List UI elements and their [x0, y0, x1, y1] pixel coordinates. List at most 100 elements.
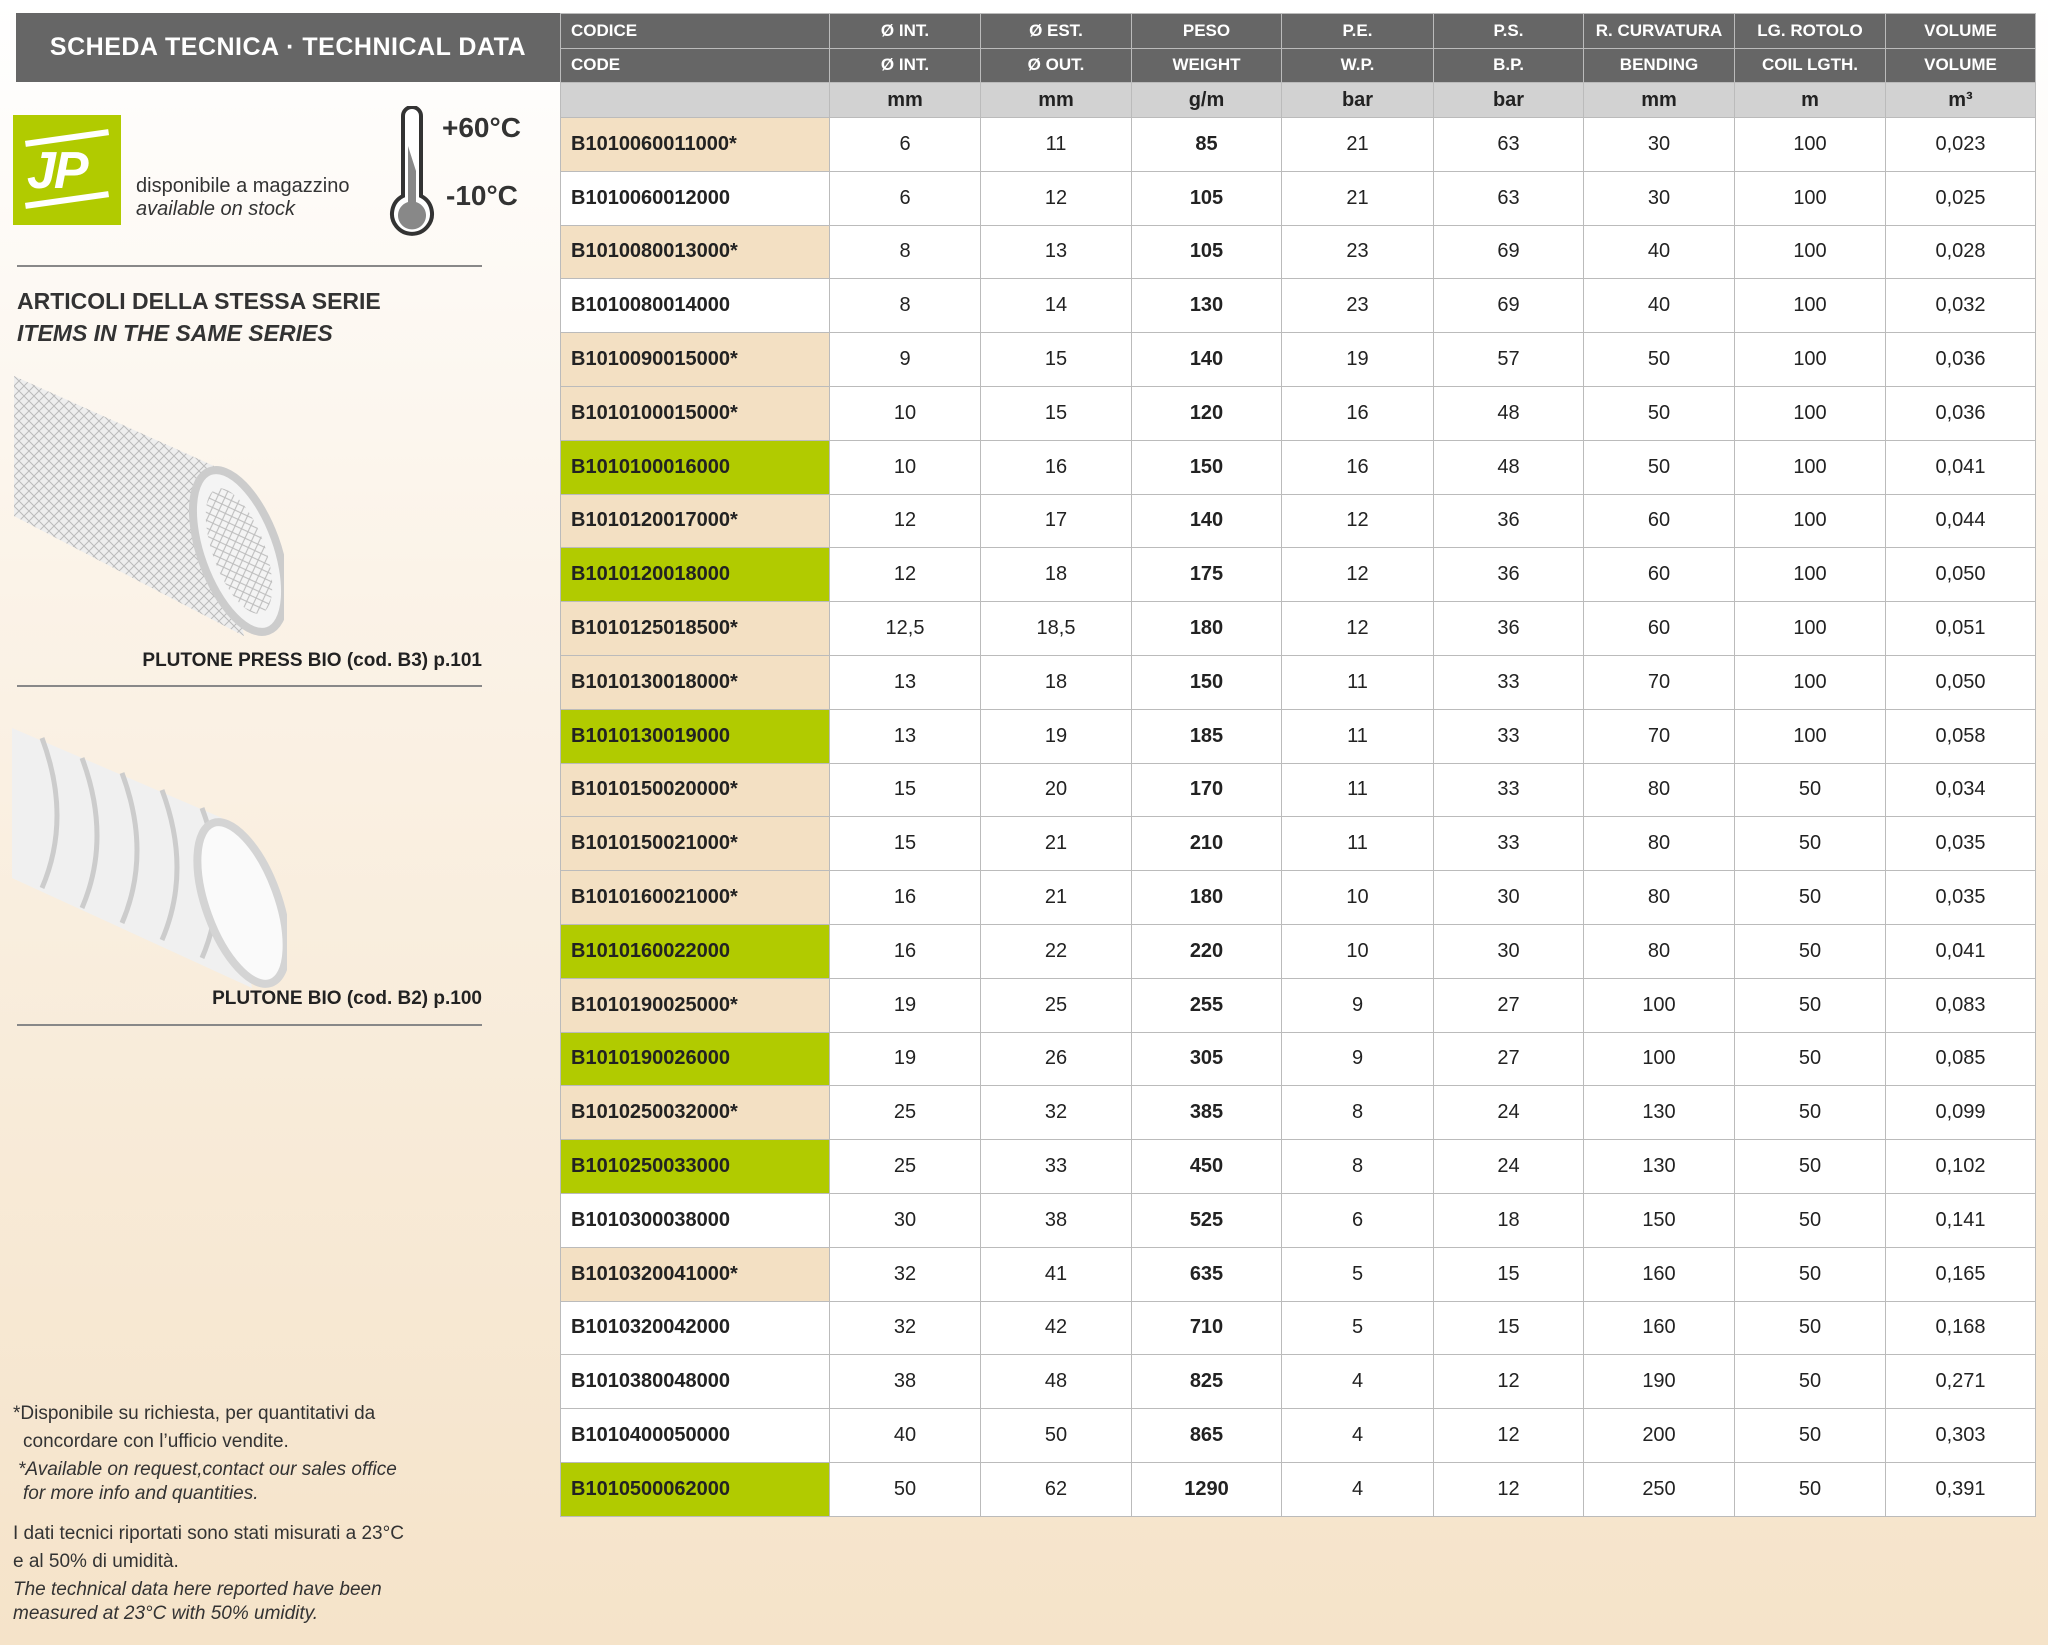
product-code[interactable]: B1010090015000*	[560, 332, 830, 387]
cell-weight: 385	[1131, 1085, 1282, 1141]
cell-w-p: 11	[1281, 708, 1434, 764]
header-en-2: Ø OUT.	[980, 47, 1132, 83]
cell-out: 22	[980, 923, 1132, 979]
cell-w-p: 4	[1281, 1461, 1434, 1517]
cell-out: 50	[980, 1408, 1132, 1463]
table-row: B1010090015000* 9 15 140 19 57 50 100 0,036	[560, 332, 2036, 387]
cell-weight: 305	[1131, 1031, 1282, 1087]
cell-out: 21	[980, 816, 1132, 872]
cell-int: 10	[829, 439, 981, 495]
cell-int: 8	[829, 224, 981, 280]
cell-bending: 100	[1583, 977, 1735, 1033]
cell-w-p: 9	[1281, 977, 1434, 1033]
product-code[interactable]: B1010125018500*	[560, 601, 830, 656]
cell-weight: 140	[1131, 493, 1282, 549]
product-code[interactable]: B1010060011000*	[560, 117, 830, 172]
unit-5: bar	[1433, 82, 1584, 118]
series-heading-it: ARTICOLI DELLA STESSA SERIE	[17, 288, 381, 314]
product-code[interactable]: B1010320042000	[560, 1300, 830, 1356]
product-code[interactable]: B1010100015000*	[560, 385, 830, 441]
cell-b-p: 36	[1433, 547, 1584, 603]
cell-weight: 185	[1131, 708, 1282, 764]
product-code[interactable]: B1010080014000	[560, 278, 830, 334]
cell-bending: 70	[1583, 708, 1735, 764]
product-code[interactable]: B1010500062000	[560, 1461, 830, 1517]
product-code[interactable]: B1010150020000*	[560, 762, 830, 818]
cell-coil-lgth: 100	[1734, 439, 1886, 495]
table-row: B1010380048000 38 48 825 4 12 190 50 0,271	[560, 1354, 2036, 1410]
cell-int: 6	[829, 117, 981, 172]
cell-coil-lgth: 50	[1734, 1354, 1886, 1410]
cell-int: 16	[829, 870, 981, 925]
cell-int: 30	[829, 1192, 981, 1248]
product-code[interactable]: B1010250032000*	[560, 1085, 830, 1141]
cell-int: 50	[829, 1461, 981, 1517]
product-code[interactable]: B1010190025000*	[560, 977, 830, 1033]
product-code[interactable]: B1010400050000	[560, 1408, 830, 1463]
cell-w-p: 6	[1281, 1192, 1434, 1248]
series-caption-2[interactable]: PLUTONE BIO (cod. B2) p.100	[212, 988, 482, 1009]
cell-b-p: 24	[1433, 1085, 1584, 1141]
cell-bending: 80	[1583, 870, 1735, 925]
cell-weight: 175	[1131, 547, 1282, 603]
product-code[interactable]: B1010320041000*	[560, 1246, 830, 1302]
product-code[interactable]: B1010130018000*	[560, 654, 830, 710]
product-code[interactable]: B1010300038000	[560, 1192, 830, 1248]
unit-4: bar	[1281, 82, 1434, 118]
cell-coil-lgth: 50	[1734, 1461, 1886, 1517]
table-row: B1010130019000 13 19 185 11 33 70 100 0,058	[560, 708, 2036, 764]
table-row: B1010150021000* 15 21 210 11 33 80 50 0,035	[560, 816, 2036, 872]
product-code[interactable]: B1010150021000*	[560, 816, 830, 872]
cell-volume: 0,391	[1885, 1461, 2036, 1517]
cell-bending: 80	[1583, 923, 1735, 979]
cell-w-p: 16	[1281, 439, 1434, 495]
product-code[interactable]: B1010160022000	[560, 923, 830, 979]
header-it-0: CODICE	[560, 13, 830, 49]
jp-stock-logo: JP	[13, 115, 121, 225]
product-code[interactable]: B1010080013000*	[560, 224, 830, 280]
cell-bending: 30	[1583, 117, 1735, 172]
header-row-it: CODICE Ø INT. Ø EST. PESO P.E. P.S. R. CURVATU…	[560, 13, 2036, 49]
table-row: B1010160022000 16 22 220 10 30 80 50 0,041	[560, 923, 2036, 979]
header-it-1: Ø INT.	[829, 13, 981, 49]
table-row: B1010320041000* 32 41 635 5 15 160 50 0,165	[560, 1246, 2036, 1302]
product-code[interactable]: B1010130019000	[560, 708, 830, 764]
unit-3: g/m	[1131, 82, 1282, 118]
product-code[interactable]: B1010100016000	[560, 439, 830, 495]
cell-out: 18	[980, 654, 1132, 710]
cell-weight: 130	[1131, 278, 1282, 334]
table-row: B1010125018500* 12,5 18,5 180 12 36 60 100 0,051	[560, 601, 2036, 656]
cell-volume: 0,050	[1885, 547, 2036, 603]
cell-b-p: 12	[1433, 1461, 1584, 1517]
product-code[interactable]: B1010190026000	[560, 1031, 830, 1087]
cell-w-p: 11	[1281, 654, 1434, 710]
cell-w-p: 16	[1281, 385, 1434, 441]
product-code[interactable]: B1010380048000	[560, 1354, 830, 1410]
cell-weight: 180	[1131, 601, 1282, 656]
header-it-5: P.S.	[1433, 13, 1584, 49]
table-row: B1010400050000 40 50 865 4 12 200 50 0,303	[560, 1408, 2036, 1463]
cell-int: 40	[829, 1408, 981, 1463]
product-code[interactable]: B1010120018000	[560, 547, 830, 603]
header-it-7: LG. ROTOLO	[1734, 13, 1886, 49]
table-row: B1010130018000* 13 18 150 11 33 70 100 0,050	[560, 654, 2036, 710]
table-row: B1010160021000* 16 21 180 10 30 80 50 0,035	[560, 870, 2036, 925]
series-caption-1[interactable]: PLUTONE PRESS BIO (cod. B3) p.101	[142, 650, 482, 671]
cell-int: 13	[829, 708, 981, 764]
cell-b-p: 69	[1433, 278, 1584, 334]
cell-volume: 0,041	[1885, 439, 2036, 495]
product-code[interactable]: B1010060012000	[560, 170, 830, 226]
table-row: B1010080013000* 8 13 105 23 69 40 100 0,028	[560, 224, 2036, 280]
note-availability-it: *Disponibile su richiesta, per quantitat…	[13, 1403, 376, 1452]
product-code[interactable]: B1010160021000*	[560, 870, 830, 925]
cell-out: 26	[980, 1031, 1132, 1087]
cell-weight: 180	[1131, 870, 1282, 925]
table-row: B1010100015000* 10 15 120 16 48 50 100 0,036	[560, 385, 2036, 441]
table-row: B1010080014000 8 14 130 23 69 40 100 0,032	[560, 278, 2036, 334]
cell-b-p: 12	[1433, 1354, 1584, 1410]
cell-b-p: 18	[1433, 1192, 1584, 1248]
product-code[interactable]: B1010250033000	[560, 1139, 830, 1194]
header-en-6: BENDING	[1583, 47, 1735, 83]
cell-int: 12,5	[829, 601, 981, 656]
product-code[interactable]: B1010120017000*	[560, 493, 830, 549]
